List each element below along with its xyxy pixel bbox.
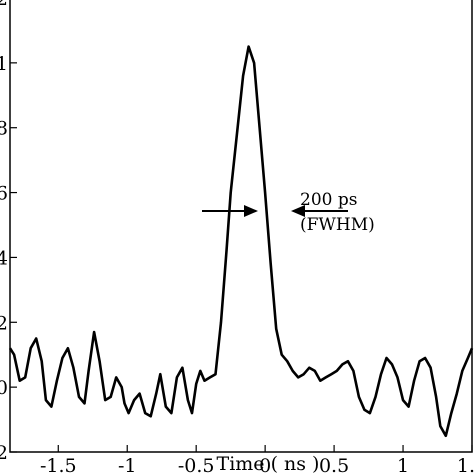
x-tick-label: -1 (118, 455, 137, 474)
y-tick-label: 0.2 (0, 312, 8, 334)
x-axis: -1.5 -1 -0.5 0 0.5 1 1.5 (40, 445, 474, 474)
x-tick-label: 1.5 (457, 455, 474, 474)
fwhm-value-label: 200 ps (300, 190, 357, 210)
y-tick-label: 1.2 (0, 0, 8, 10)
fwhm-right-arrowhead (291, 205, 305, 217)
y-tick-label: 0.4 (0, 247, 8, 269)
y-tick-label: 0 (0, 377, 8, 399)
y-tick-label: 0.8 (0, 118, 8, 140)
y-axis: -0.2 0 0.2 0.4 0.6 0.8 1 1.2 (0, 0, 17, 464)
y-tick-label: 1 (0, 53, 8, 75)
x-tick-label: 0 (259, 455, 271, 474)
x-tick-label: 1 (397, 455, 409, 474)
x-tick-label: -1.5 (40, 455, 77, 474)
y-tick-label: 0.6 (0, 183, 8, 205)
x-tick-label: 0.5 (319, 455, 349, 474)
x-tick-label: -0.5 (178, 455, 215, 474)
pulse-series-line (8, 45, 474, 438)
fwhm-left-arrowhead (244, 205, 258, 217)
y-tick-label: -0.2 (0, 442, 8, 464)
x-axis-title: Time ( ns ) (217, 453, 320, 474)
fwhm-annotation: 200 ps (FWHM) (202, 190, 375, 235)
plot-frame (9, 0, 473, 453)
fwhm-caption-label: (FWHM) (300, 215, 375, 235)
